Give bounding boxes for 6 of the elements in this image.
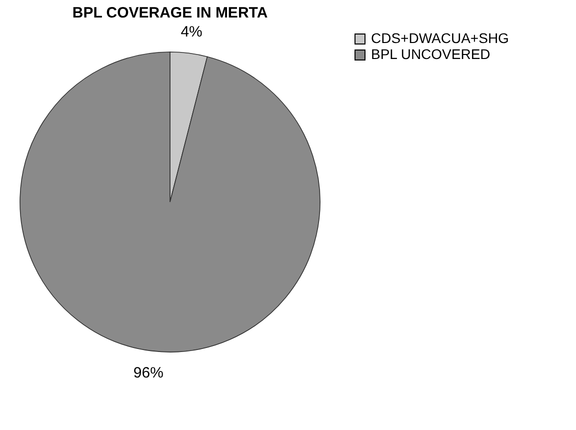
legend-label: BPL UNCOVERED (371, 46, 490, 62)
pie-slice (20, 52, 320, 352)
legend-label: CDS+DWACUA+SHG (371, 30, 509, 46)
chart-title: BPL COVERAGE IN MERTA (72, 4, 268, 22)
data-label: 96% (133, 364, 164, 382)
data-label: 4% (180, 23, 202, 40)
